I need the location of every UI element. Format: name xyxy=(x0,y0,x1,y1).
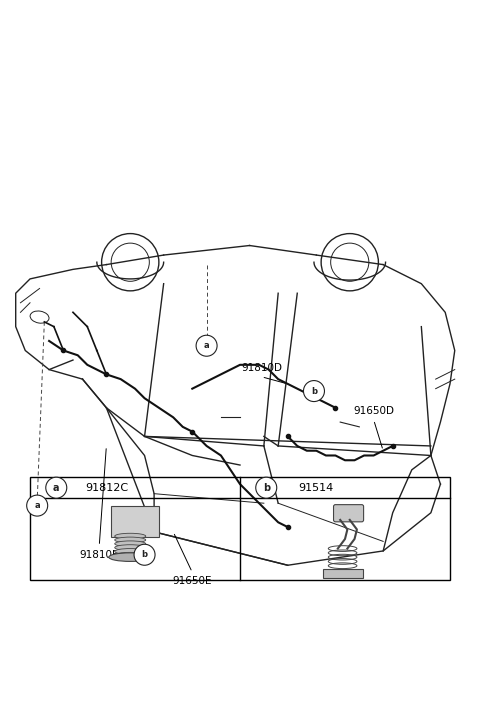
Text: 91514: 91514 xyxy=(299,483,334,493)
Text: 91810E: 91810E xyxy=(80,550,119,560)
Text: 91810D: 91810D xyxy=(241,363,282,374)
FancyBboxPatch shape xyxy=(111,505,159,537)
Text: a: a xyxy=(204,341,209,350)
Text: b: b xyxy=(311,386,317,395)
Ellipse shape xyxy=(115,545,146,550)
Text: 91650E: 91650E xyxy=(172,576,212,586)
Circle shape xyxy=(256,477,277,498)
Circle shape xyxy=(303,381,324,402)
Text: b: b xyxy=(142,550,147,559)
Ellipse shape xyxy=(115,552,146,558)
Circle shape xyxy=(196,335,217,356)
Text: b: b xyxy=(263,483,270,493)
Ellipse shape xyxy=(115,549,146,554)
Circle shape xyxy=(134,544,155,565)
Ellipse shape xyxy=(115,533,146,539)
Ellipse shape xyxy=(115,541,146,547)
Ellipse shape xyxy=(109,553,152,562)
Circle shape xyxy=(46,477,67,498)
Ellipse shape xyxy=(115,537,146,543)
Text: 91650D: 91650D xyxy=(353,407,394,416)
Text: 91812C: 91812C xyxy=(85,483,128,493)
Circle shape xyxy=(27,495,48,516)
FancyBboxPatch shape xyxy=(323,569,363,578)
Text: a: a xyxy=(53,483,60,493)
FancyBboxPatch shape xyxy=(334,505,364,522)
Text: a: a xyxy=(35,501,40,510)
